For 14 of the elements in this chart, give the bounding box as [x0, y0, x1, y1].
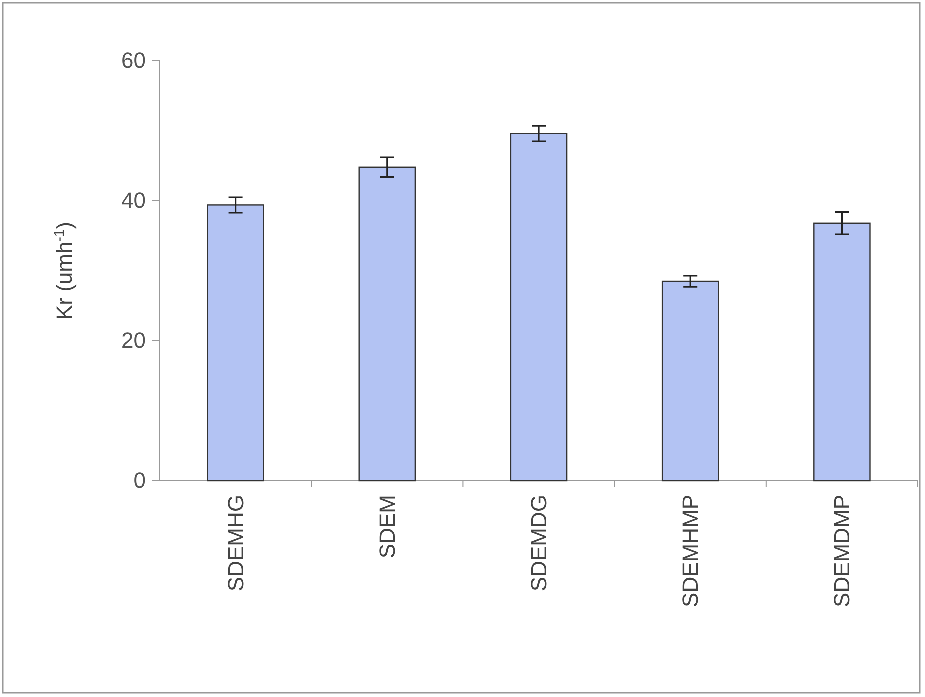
- bar: [662, 280, 720, 482]
- bar: [207, 204, 264, 482]
- x-tick-label: SDEMDMP: [830, 495, 855, 608]
- y-tick-label: 20: [122, 328, 146, 354]
- y-tick-label: 40: [122, 188, 146, 214]
- x-tick-label: SDEMDG: [526, 495, 552, 592]
- x-tick-label: SDEMHG: [223, 495, 248, 592]
- y-tick-label: 0: [134, 468, 146, 494]
- bar: [358, 166, 416, 482]
- bar: [510, 133, 568, 482]
- x-tick-label: SDEMHMP: [678, 495, 704, 608]
- y-tick-label: 60: [122, 48, 146, 74]
- x-tick-label: SDEM: [374, 495, 400, 559]
- bar: [814, 222, 871, 482]
